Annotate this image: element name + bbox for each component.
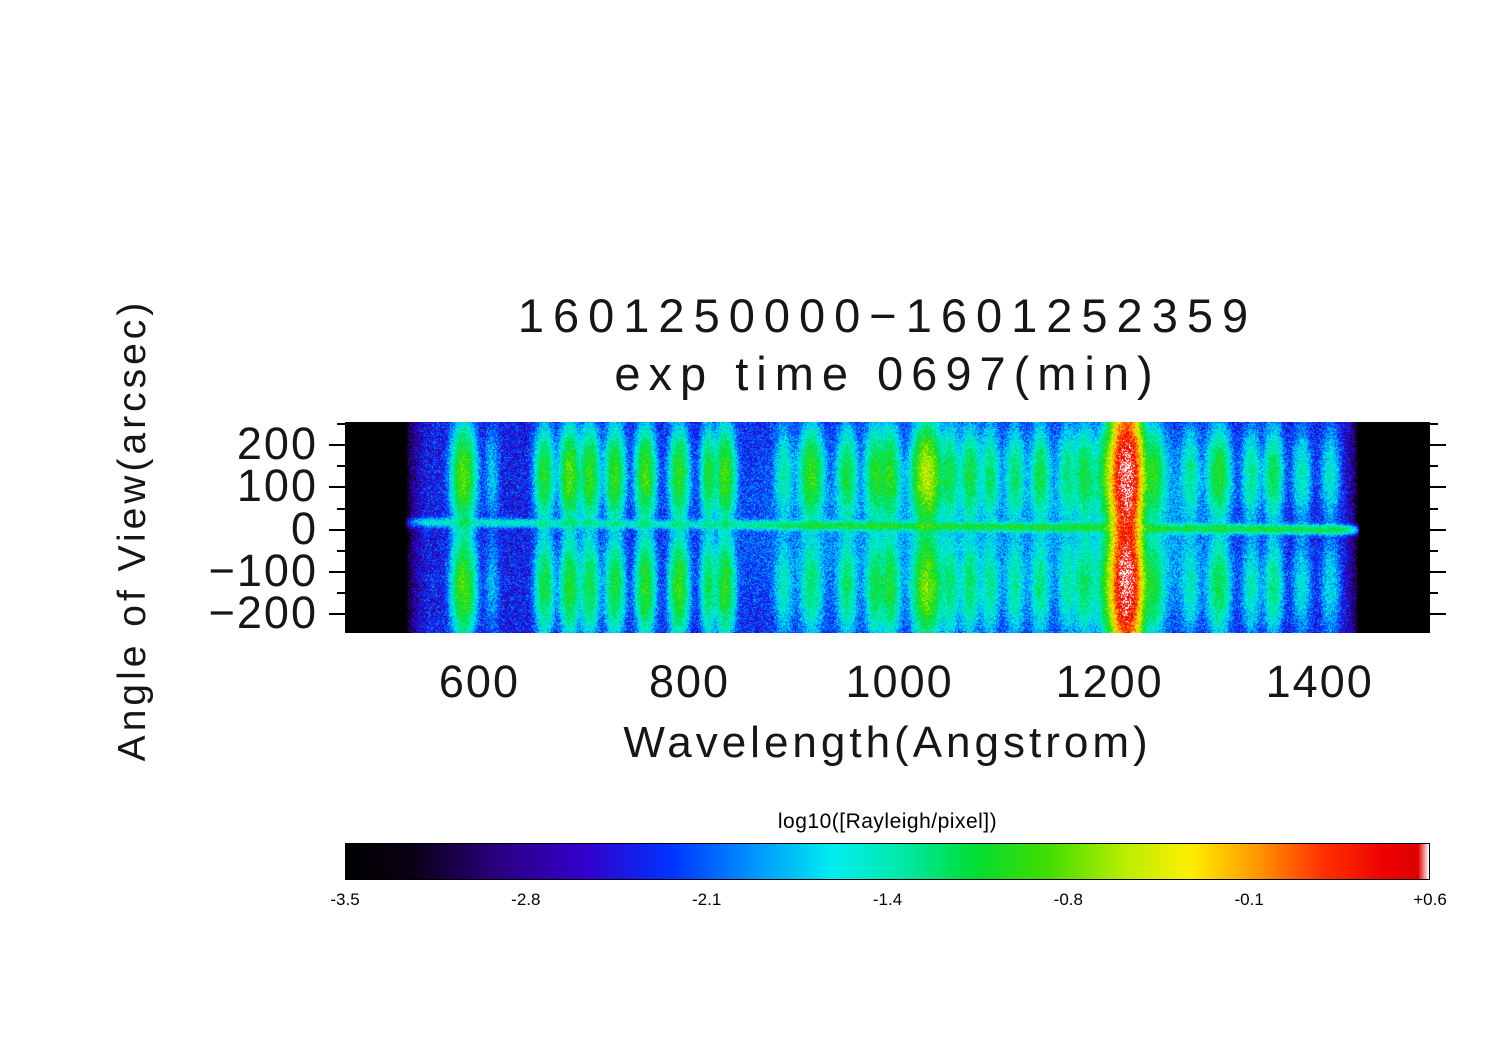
colorbar-tick-label: -3.5	[330, 890, 360, 909]
y-major-tick-right	[1430, 570, 1446, 573]
y-tick-label: −200	[208, 586, 318, 638]
spectrogram-canvas	[345, 422, 1430, 633]
y-minor-tick-left	[337, 423, 345, 426]
y-major-tick-right	[1430, 528, 1446, 531]
colorbar-tick-label: +0.6	[1413, 890, 1447, 909]
y-tick-label: 100	[236, 460, 318, 512]
y-tick-label: 0	[290, 502, 318, 554]
x-tick-label: 1400	[1265, 656, 1374, 707]
y-minor-tick-left	[337, 507, 345, 510]
plot-title-exposure: exp time 0697(min)	[614, 347, 1161, 400]
y-major-tick-right	[1430, 613, 1446, 615]
x-axis-label: Wavelength(Angstrom)	[623, 718, 1152, 767]
y-minor-tick-left	[337, 549, 345, 552]
y-minor-tick-right	[1430, 507, 1438, 510]
y-minor-tick-left	[337, 591, 345, 594]
y-tick-label: −100	[208, 544, 318, 596]
x-tick-label: 800	[648, 656, 731, 707]
y-major-tick-left	[329, 570, 345, 573]
y-minor-tick-left	[337, 465, 345, 468]
colorbar-tick-label: -0.8	[1053, 890, 1083, 909]
plot-title-date-range: 1601250000−1601252359	[517, 289, 1258, 342]
y-tick-label: 200	[236, 418, 318, 470]
colorbar-gradient	[345, 843, 1430, 880]
y-minor-tick-right	[1430, 549, 1438, 552]
colorbar-tick-label: -2.8	[511, 890, 541, 909]
colorbar-tick-label: -1.4	[872, 890, 903, 909]
y-major-tick-left	[329, 486, 345, 489]
y-major-tick-left	[329, 444, 345, 447]
colorbar-title: log10([Rayleigh/pixel])	[777, 810, 998, 833]
colorbar-tick-label: -0.1	[1234, 890, 1264, 909]
y-major-tick-right	[1430, 486, 1446, 489]
spectrogram-plot-area	[345, 422, 1430, 633]
y-major-tick-right	[1430, 444, 1446, 447]
colorbar-tick-label: -2.1	[692, 890, 722, 909]
x-tick-label: 1000	[845, 656, 954, 707]
y-major-tick-left	[329, 613, 345, 615]
y-major-tick-left	[329, 528, 345, 531]
x-tick-label: 1200	[1055, 656, 1164, 707]
y-minor-tick-right	[1430, 465, 1438, 468]
y-minor-tick-right	[1430, 423, 1438, 426]
y-minor-tick-right	[1430, 591, 1438, 594]
y-axis-label: Angle of View(arcsec)	[111, 298, 154, 762]
x-tick-label: 600	[438, 656, 520, 707]
